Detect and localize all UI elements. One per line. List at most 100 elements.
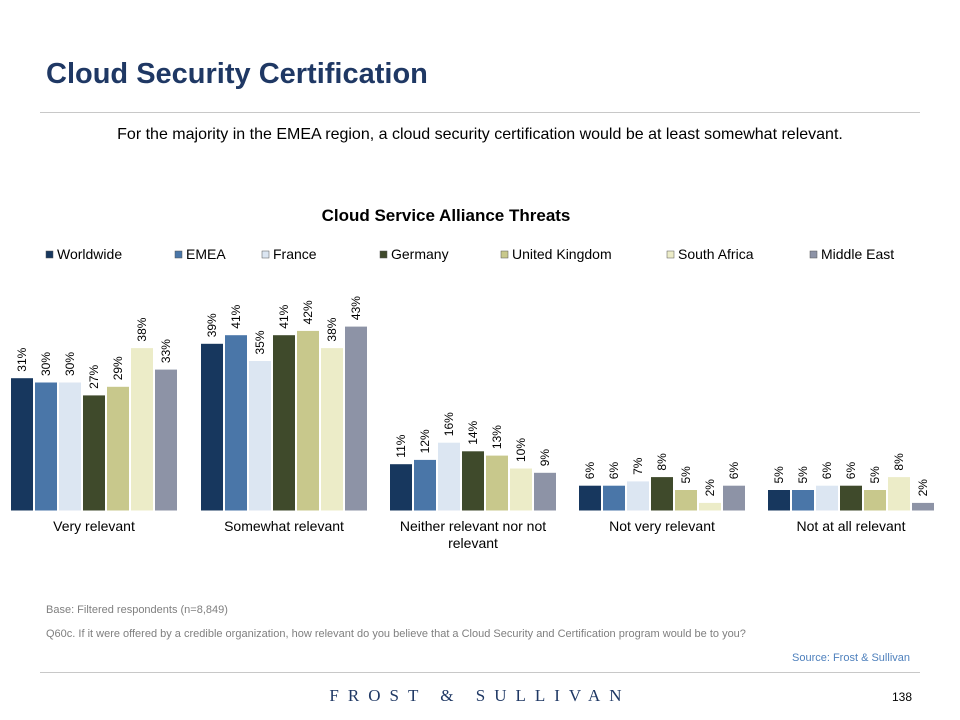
question-note: Q60c. If it were offered by a credible o… — [46, 628, 746, 640]
data-label: 2% — [916, 479, 930, 497]
bar — [626, 480, 650, 512]
legend-swatch — [261, 250, 270, 259]
data-label: 6% — [844, 462, 858, 480]
legend-swatch — [379, 250, 388, 259]
data-label: 6% — [583, 462, 597, 480]
data-label: 41% — [229, 304, 243, 328]
data-label: 6% — [727, 462, 741, 480]
bar — [722, 484, 746, 512]
bar — [82, 394, 106, 512]
legend-swatch — [809, 250, 818, 259]
page-subtitle: For the majority in the EMEA region, a c… — [117, 126, 843, 143]
footer-divider — [40, 672, 920, 673]
bar — [791, 489, 815, 512]
data-label: 11% — [394, 434, 408, 457]
bar — [130, 347, 154, 512]
data-label: 13% — [490, 425, 504, 449]
data-label: 10% — [514, 438, 528, 462]
category-label: Neither relevant nor not relevant — [400, 518, 546, 551]
bar — [272, 334, 296, 512]
legend-label: Germany — [391, 246, 449, 262]
data-label: 33% — [159, 339, 173, 363]
category-label: Somewhat relevant — [224, 518, 344, 534]
bar — [106, 385, 130, 512]
data-label: 39% — [205, 313, 219, 337]
category-label: Not very relevant — [609, 518, 715, 534]
data-label: 5% — [796, 466, 810, 484]
page-number: 138 — [891, 690, 912, 704]
bar — [58, 381, 82, 512]
bar — [533, 471, 557, 512]
legend-swatch — [500, 250, 509, 259]
bar — [224, 334, 248, 512]
title-divider — [40, 112, 920, 113]
data-label: 29% — [111, 356, 125, 380]
bar — [887, 476, 911, 512]
bar — [485, 454, 509, 512]
legend-swatch — [45, 250, 54, 259]
data-label: 30% — [39, 352, 53, 376]
bar — [839, 484, 863, 512]
data-label: 6% — [820, 462, 834, 480]
bar — [674, 489, 698, 512]
data-label: 31% — [15, 347, 29, 371]
base-note: Base: Filtered respondents (n=8,849) — [46, 604, 228, 616]
bar — [650, 476, 674, 512]
category-label: Not at all relevant — [797, 518, 906, 534]
data-label: 38% — [135, 317, 149, 341]
bar — [389, 463, 413, 512]
legend-label: Middle East — [821, 246, 894, 262]
data-label: 5% — [679, 466, 693, 484]
bar — [437, 441, 461, 512]
bar — [509, 467, 533, 512]
data-label: 12% — [418, 429, 432, 453]
data-label: 5% — [772, 466, 786, 484]
source-note: Source: Frost & Sullivan — [792, 652, 910, 664]
data-label: 35% — [253, 330, 267, 354]
legend-label: EMEA — [186, 246, 226, 262]
data-label: 42% — [301, 300, 315, 324]
data-label: 7% — [631, 457, 645, 475]
data-label: 38% — [325, 317, 339, 341]
company-logo: FROST & SULLIVAN — [329, 686, 631, 705]
bar — [344, 325, 368, 512]
data-label: 30% — [63, 352, 77, 376]
bar — [10, 377, 34, 512]
data-label: 8% — [892, 453, 906, 471]
category-label: Very relevant — [53, 518, 135, 534]
legend-label: United Kingdom — [512, 246, 612, 262]
bar — [413, 458, 437, 512]
chart-title: Cloud Service Alliance Threats — [322, 206, 571, 225]
bar — [154, 368, 178, 512]
bar — [248, 360, 272, 512]
bar — [815, 484, 839, 512]
legend-label: France — [273, 246, 317, 262]
bar — [911, 501, 935, 512]
data-label: 8% — [655, 453, 669, 471]
legend-label: South Africa — [678, 246, 754, 262]
data-label: 41% — [277, 304, 291, 328]
data-label: 9% — [538, 449, 552, 467]
data-label: 14% — [466, 420, 480, 444]
bar — [578, 484, 602, 512]
legend-label: Worldwide — [57, 246, 122, 262]
bar — [461, 450, 485, 512]
bar — [320, 347, 344, 512]
bar — [863, 489, 887, 512]
page-title: Cloud Security Certification — [46, 58, 428, 90]
data-label: 16% — [442, 412, 456, 436]
legend-swatch — [666, 250, 675, 259]
data-label: 5% — [868, 466, 882, 484]
legend-swatch — [174, 250, 183, 259]
bar — [602, 484, 626, 512]
bar — [34, 381, 58, 512]
bar — [296, 329, 320, 512]
bar — [767, 489, 791, 512]
bar — [698, 501, 722, 512]
bar-chart: Cloud Service Alliance Threats Worldwide E… — [10, 206, 935, 551]
data-label: 2% — [703, 479, 717, 497]
bar — [200, 342, 224, 512]
data-label: 27% — [87, 365, 101, 389]
data-label: 43% — [349, 296, 363, 320]
data-label: 6% — [607, 462, 621, 480]
